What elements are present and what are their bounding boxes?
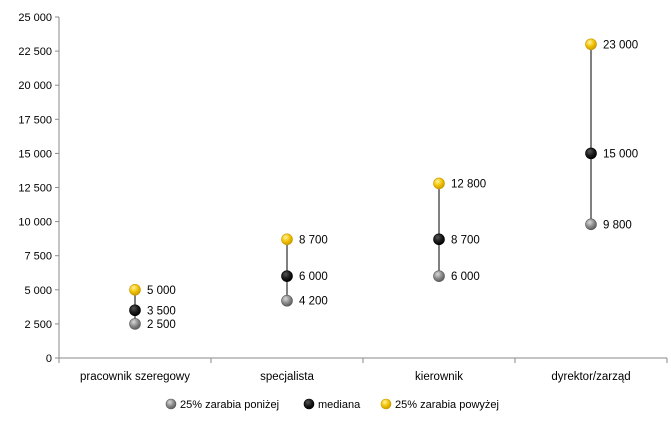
data-point [129,304,141,317]
data-point [129,283,141,296]
x-category-label: kierownik [415,371,463,383]
data-label: 8 700 [451,234,480,246]
data-point [585,38,597,51]
data-label: 12 800 [451,178,486,190]
data-point [433,233,445,246]
x-category-label: pracownik szeregowy [80,371,190,383]
data-point [281,294,293,307]
legend: 25% zarabia poniżej mediana 25% zarabia po… [165,398,499,411]
data-label: 5 000 [147,285,176,297]
y-tick-label: 7 500 [24,251,52,263]
data-point [129,318,141,330]
data-point [585,147,597,160]
data-label: 8 700 [299,234,328,246]
data-points [129,38,597,330]
x-category-label: dyrektor/zarząd [551,371,630,383]
data-point [281,233,293,246]
data-label: 23 000 [603,39,638,51]
data-label: 9 800 [603,219,632,231]
y-tick-label: 22 500 [18,46,52,58]
data-point [281,270,293,282]
data-point [433,270,445,282]
y-tick-label: 12 500 [18,183,52,195]
y-tick-label: 0 [46,353,52,365]
data-point [433,177,445,190]
data-label: 15 000 [603,148,638,160]
y-tick-label: 25 000 [18,12,52,24]
legend-marker [380,398,392,410]
data-label: 2 500 [147,319,176,331]
legend-label: mediana [318,399,361,411]
y-tick-label: 10 000 [18,217,52,229]
axes: 0 2 500 5 000 7 500 10 000 12 500 15 000 17 500… [18,12,668,383]
data-label: 6 000 [299,271,328,283]
y-tick-label: 17 500 [18,114,52,126]
data-point [585,218,597,231]
data-label: 4 200 [299,296,328,308]
legend-label: 25% zarabia poniżej [180,399,279,411]
y-tick-label: 2 500 [24,319,52,331]
data-labels: 2 500 4 200 6 000 9 800 3 500 6 000 8 700 15 00… [147,39,638,331]
high-low-lines [134,44,592,324]
data-label: 6 000 [451,271,480,283]
y-tick-label: 20 000 [18,80,52,92]
x-category-label: specjalista [260,371,314,383]
legend-label: 25% zarabia powyżej [395,399,499,411]
data-label: 3 500 [147,305,176,317]
y-tick-label: 15 000 [18,148,52,160]
legend-marker [303,398,315,410]
legend-marker [165,398,177,410]
y-tick-label: 5 000 [24,285,52,297]
